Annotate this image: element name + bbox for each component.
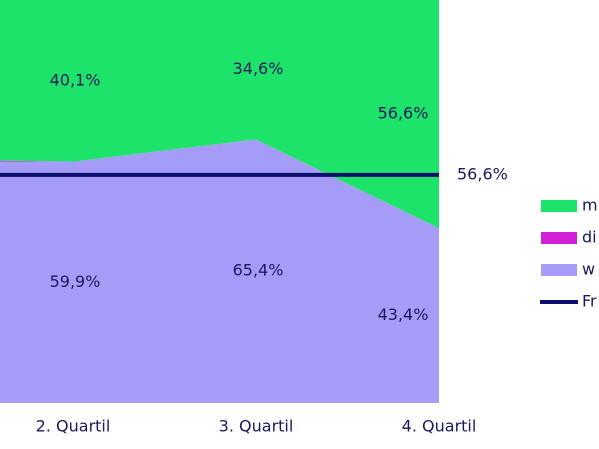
value-label: 56,6%	[378, 104, 429, 123]
value-label: 40,1%	[50, 70, 101, 89]
area	[0, 139, 439, 403]
legend-label: w	[582, 260, 595, 279]
legend-swatch	[541, 232, 577, 244]
x-tick-label: 3. Quartil	[219, 417, 294, 436]
legend-swatch	[541, 264, 577, 276]
legend-label: di	[582, 228, 597, 247]
x-tick-label: 4. Quartil	[402, 417, 477, 436]
legend-swatch	[541, 200, 577, 212]
value-label: 59,9%	[50, 272, 101, 291]
value-label: 43,4%	[378, 305, 429, 324]
x-tick-label: 2. Quartil	[36, 417, 111, 436]
area	[0, 0, 439, 229]
value-label: 56,6%	[457, 164, 508, 183]
legend-label: m	[582, 196, 598, 215]
value-label: 34,6%	[233, 59, 284, 78]
legend-label: Fr	[582, 292, 597, 311]
value-label: 65,4%	[233, 261, 284, 280]
